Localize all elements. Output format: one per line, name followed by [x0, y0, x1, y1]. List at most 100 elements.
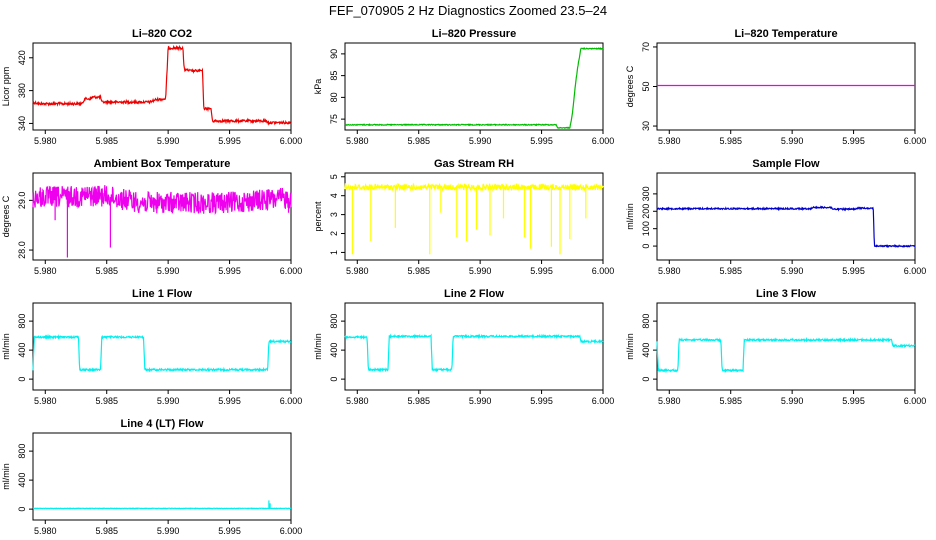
series-line	[32, 44, 292, 126]
chart-title: Ambient Box Temperature	[94, 158, 231, 170]
x-tick-label: 5.980	[34, 526, 57, 536]
x-tick-label: 5.980	[34, 136, 57, 146]
chart-sample-flow: Sample Flow ml/min 5.980 5.985 5.990 5.995 6.0…	[625, 158, 926, 276]
plot-frame	[656, 42, 916, 131]
x-tick-label: 5.990	[157, 266, 180, 276]
x-tick-label: 5.990	[469, 136, 492, 146]
y-tick-label: 90	[329, 49, 339, 59]
x-tick-label: 6.000	[280, 396, 303, 406]
y-tick-label: 0	[17, 377, 27, 382]
x-tick-label: 5.985	[407, 396, 430, 406]
y-axis-label: kPa	[313, 79, 323, 95]
plot-frame	[32, 432, 292, 521]
y-tick-label: 800	[641, 314, 651, 329]
y-tick-label: 300	[641, 186, 651, 201]
chart-line-1-flow: Line 1 Flow ml/min 5.980 5.985 5.990 5.995 6.0…	[1, 288, 302, 406]
plot-frame	[32, 302, 292, 391]
x-tick-label: 5.995	[218, 266, 241, 276]
series-line	[344, 47, 604, 129]
x-tick-label: 5.995	[530, 396, 553, 406]
plot-frame	[32, 42, 292, 131]
y-tick-label: 200	[641, 204, 651, 219]
y-tick-label: 75	[329, 114, 339, 124]
y-axis-label: ml/min	[625, 333, 635, 360]
x-tick-label: 5.995	[842, 136, 865, 146]
y-tick-label: 80	[329, 92, 339, 102]
x-tick-label: 5.985	[95, 136, 118, 146]
x-tick-label: 5.995	[530, 266, 553, 276]
y-axis-label: ml/min	[1, 333, 11, 360]
y-tick-label: 3	[329, 212, 339, 217]
x-tick-label: 6.000	[904, 136, 927, 146]
x-tick-label: 6.000	[280, 136, 303, 146]
y-tick-label: 800	[17, 314, 27, 329]
y-tick-label: 30	[641, 121, 651, 131]
chart-title: Li–820 Temperature	[734, 28, 837, 40]
series-line	[656, 205, 916, 249]
x-tick-label: 6.000	[280, 266, 303, 276]
x-tick-label: 5.995	[842, 396, 865, 406]
chart-li-820-co2: Li–820 CO2 Licor ppm 5.980 5.985 5.990 5.995 6…	[1, 28, 302, 146]
x-tick-label: 5.985	[719, 396, 742, 406]
x-tick-label: 6.000	[280, 526, 303, 536]
x-tick-label: 5.985	[407, 136, 430, 146]
x-tick-label: 5.980	[658, 396, 681, 406]
plot-frame	[32, 172, 292, 261]
chart-line-4-lt-flow: Line 4 (LT) Flow ml/min 5.980 5.985 5.990 5.9…	[1, 418, 302, 536]
x-tick-label: 5.995	[218, 396, 241, 406]
x-tick-label: 5.995	[218, 526, 241, 536]
y-tick-label: 85	[329, 71, 339, 81]
x-tick-label: 5.985	[95, 266, 118, 276]
x-tick-label: 5.990	[157, 136, 180, 146]
series-line	[32, 334, 292, 373]
y-tick-label: 400	[17, 473, 27, 488]
y-tick-label: 380	[17, 83, 27, 98]
y-axis-label: percent	[313, 201, 323, 232]
x-tick-label: 5.985	[719, 136, 742, 146]
y-tick-label: 340	[17, 116, 27, 131]
y-axis-label: degrees C	[1, 195, 11, 237]
x-tick-label: 5.995	[842, 266, 865, 276]
y-tick-label: 1	[329, 250, 339, 255]
x-tick-label: 5.990	[157, 526, 180, 536]
chart-li-820-pressure: Li–820 Pressure kPa 5.980 5.985 5.990 5.995 6.…	[313, 28, 614, 146]
chart-title: Line 2 Flow	[444, 288, 504, 300]
y-tick-label: 70	[641, 42, 651, 52]
x-tick-label: 5.980	[658, 136, 681, 146]
y-tick-label: 400	[329, 343, 339, 358]
y-axis-label: degrees C	[625, 65, 635, 107]
y-tick-label: 400	[17, 343, 27, 358]
y-tick-label: 28.0	[17, 241, 27, 259]
x-tick-label: 5.985	[95, 526, 118, 536]
x-tick-label: 5.980	[346, 266, 369, 276]
x-tick-label: 5.980	[34, 396, 57, 406]
chart-ambient-box-temperature: Ambient Box Temperature degrees C 5.980 5.9…	[1, 158, 302, 276]
x-tick-label: 5.980	[34, 266, 57, 276]
y-tick-label: 29.0	[17, 192, 27, 210]
x-tick-label: 5.980	[346, 396, 369, 406]
x-tick-label: 5.990	[469, 396, 492, 406]
x-tick-label: 6.000	[592, 136, 615, 146]
chart-title: Sample Flow	[752, 158, 820, 170]
x-tick-label: 5.995	[530, 136, 553, 146]
y-tick-label: 2	[329, 231, 339, 236]
y-tick-label: 100	[641, 221, 651, 236]
chart-title: Gas Stream RH	[434, 158, 514, 170]
chart-gas-stream-rh: Gas Stream RH percent 5.980 5.985 5.990 5.995…	[313, 158, 614, 276]
chart-title: Li–820 Pressure	[432, 28, 516, 40]
x-tick-label: 6.000	[904, 396, 927, 406]
series-line	[32, 185, 292, 216]
x-tick-label: 5.985	[719, 266, 742, 276]
x-tick-label: 5.995	[218, 136, 241, 146]
x-tick-label: 5.980	[658, 266, 681, 276]
x-tick-label: 5.990	[781, 396, 804, 406]
y-axis-label: ml/min	[313, 333, 323, 360]
chart-title: Line 1 Flow	[132, 288, 192, 300]
y-tick-label: 5	[329, 174, 339, 179]
y-axis-label: ml/min	[1, 463, 11, 490]
x-tick-label: 5.985	[95, 396, 118, 406]
x-tick-label: 5.990	[469, 266, 492, 276]
chart-line-3-flow: Line 3 Flow ml/min 5.980 5.985 5.990 5.995 6.0…	[625, 288, 926, 406]
plot-frame	[656, 302, 916, 391]
